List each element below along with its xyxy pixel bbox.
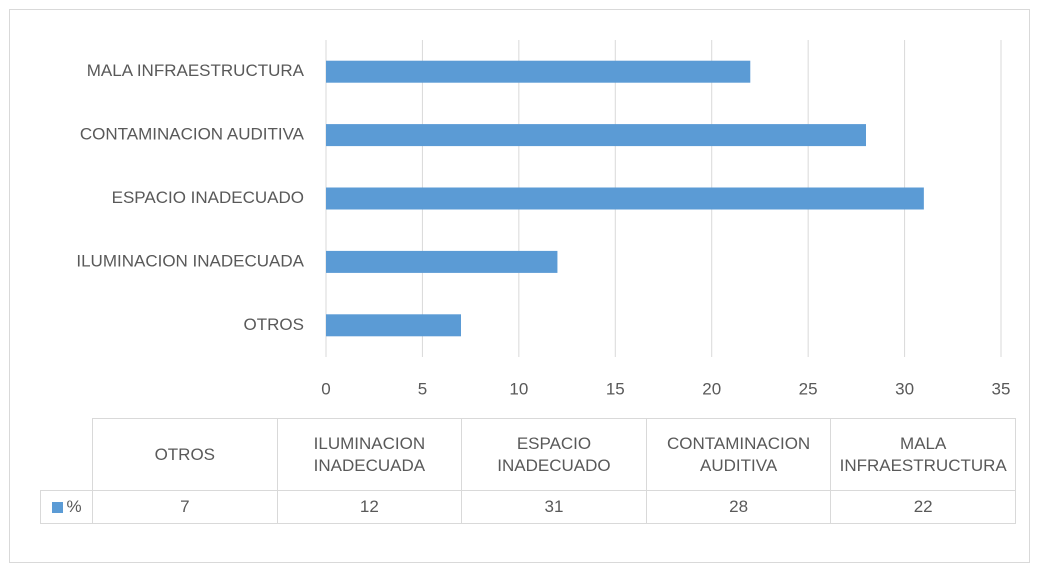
table-legend: % [40, 490, 93, 524]
y-tick-label: OTROS [244, 315, 304, 334]
table-header: ESPACIO INADECUADO [461, 418, 647, 491]
legend-swatch [52, 501, 64, 513]
table-header: CONTAMINACION AUDITIVA [645, 418, 832, 491]
bar [326, 124, 866, 147]
x-tick-label: 15 [606, 379, 625, 398]
chart-border [9, 9, 1030, 563]
y-tick-label: MALA INFRAESTRUCTURA [87, 61, 305, 80]
table-header: OTROS [92, 418, 278, 491]
x-tick-label: 5 [418, 379, 427, 398]
x-tick-label: 0 [321, 379, 330, 398]
y-tick-label: CONTAMINACION AUDITIVA [80, 125, 305, 144]
bar [326, 60, 751, 83]
table-header: ILUMINACION INADECUADA [276, 418, 463, 491]
x-tick-label: 10 [509, 379, 528, 398]
bar [326, 250, 558, 273]
x-tick-label: 35 [992, 379, 1011, 398]
bar [326, 187, 924, 210]
table-value: 31 [461, 490, 647, 524]
y-tick-label: ILUMINACION INADECUADA [76, 251, 304, 270]
y-tick-label: ESPACIO INADECUADO [112, 188, 304, 207]
legend-label: % [66, 497, 82, 516]
bar [326, 314, 461, 337]
x-tick-label: 30 [895, 379, 914, 398]
x-tick-label: 25 [799, 379, 818, 398]
table-header: MALA INFRAESTRUCTURA [830, 418, 1016, 491]
table-value: 7 [92, 490, 278, 524]
table-value: 22 [830, 490, 1016, 524]
x-tick-label: 20 [702, 379, 721, 398]
table-value: 28 [645, 490, 832, 524]
table-value: 12 [276, 490, 463, 524]
